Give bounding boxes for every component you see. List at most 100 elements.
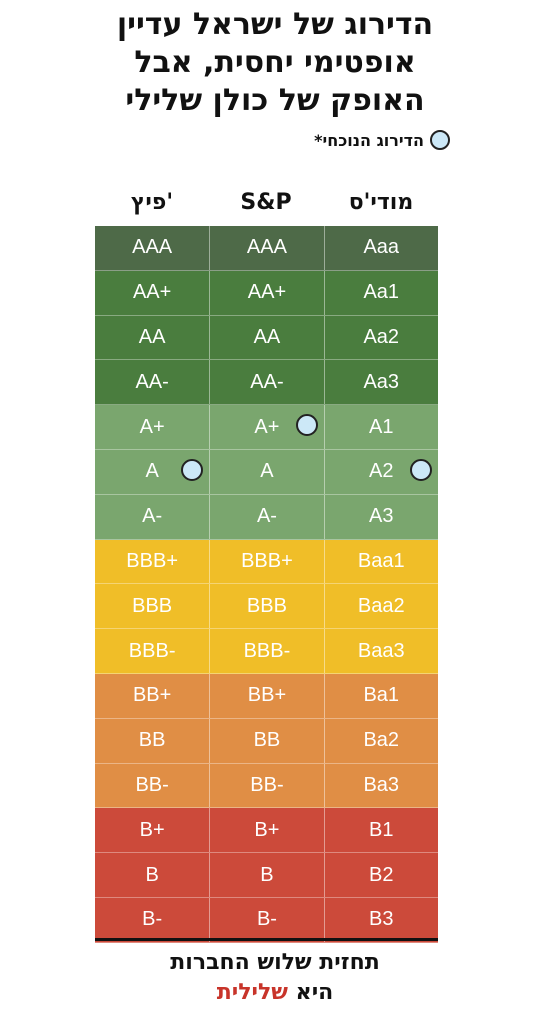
rating-label: Baa1: [357, 549, 405, 572]
rating-label: B: [145, 863, 159, 886]
rating-label: Aa2: [363, 325, 400, 348]
rating-cell-sp: BBB+: [209, 539, 323, 584]
footer-highlight: שלילית: [216, 980, 288, 1005]
rating-cell-fitch: BB+: [95, 674, 209, 718]
rating-cell-moodys: Baa1: [323, 539, 438, 584]
rating-label: AA: [138, 325, 166, 348]
rating-cell-moodys: Ba1: [323, 673, 438, 718]
rating-cell-sp: A+: [209, 405, 323, 449]
rating-cell-moodys: B1: [323, 808, 438, 853]
current-rating-marker-icon: [181, 458, 204, 481]
rating-label: Baa2: [357, 594, 405, 617]
rating-cell-fitch: BBB: [95, 584, 209, 628]
current-rating-marker-icon: [409, 458, 432, 481]
rating-cell-fitch: A+: [95, 405, 209, 449]
rating-row: AA- AA- Aa3: [95, 360, 438, 406]
rating-label: A+: [254, 415, 280, 438]
rating-cell-moodys: Ba2: [323, 718, 438, 763]
rating-label: BBB: [132, 594, 173, 617]
rating-cell-fitch: BB: [95, 719, 209, 763]
rating-label: A: [145, 460, 159, 483]
rating-cell-sp: BBB: [209, 584, 323, 629]
rating-label: AA+: [132, 281, 172, 304]
rating-label: BBB-: [243, 639, 291, 662]
rating-label: B-: [256, 908, 277, 931]
rating-label: Aa3: [363, 370, 400, 393]
rating-row: BBB- BBB- Baa3: [95, 629, 438, 674]
rating-row: B B B2: [95, 853, 438, 898]
column-header-sp: S&P: [240, 190, 292, 215]
rating-label: A: [260, 460, 274, 483]
current-rating-legend-icon: [430, 130, 450, 150]
rating-cell-moodys: A2: [323, 449, 438, 494]
footer-line-1: תחזית שלוש החברות: [170, 950, 380, 975]
rating-label: AA+: [247, 281, 287, 304]
rating-label: B-: [142, 908, 163, 931]
rating-label: B+: [254, 818, 280, 841]
rating-label: A-: [142, 505, 163, 528]
rating-row: BBB BBB Baa2: [95, 584, 438, 630]
rating-label: Ba2: [363, 729, 400, 752]
column-header-moodys: מודי'ס: [348, 190, 414, 215]
rating-label: Aa1: [363, 281, 400, 304]
column-header-fitch: פיץ': [130, 190, 174, 215]
rating-cell-sp: AAA: [209, 226, 323, 270]
rating-label: BBB+: [241, 549, 293, 572]
rating-label: B2: [369, 863, 394, 886]
rating-cell-fitch: BBB+: [95, 540, 209, 584]
rating-cell-fitch: A-: [95, 495, 209, 539]
chart-title: הדירוג של ישראל עדיין אופטימי יחסית, אבל…: [0, 6, 550, 120]
rating-cell-fitch: BB-: [95, 764, 209, 808]
rating-cell-moodys: Aaa: [323, 226, 438, 270]
rating-label: BBB+: [126, 549, 178, 572]
rating-cell-fitch: BBB-: [95, 629, 209, 673]
rating-label: BB: [138, 729, 166, 752]
rating-label: BB+: [132, 684, 172, 707]
rating-label: Ba3: [363, 773, 400, 796]
rating-label: BBB: [246, 594, 287, 617]
rating-row: B+ B+ B1: [95, 808, 438, 854]
rating-cell-sp: BB: [209, 718, 323, 763]
footer-note: תחזית שלוש החברות היא שלילית: [0, 948, 550, 1008]
rating-label: B: [260, 863, 274, 886]
rating-cell-sp: B+: [209, 808, 323, 853]
footer-line-2: היא שלילית: [0, 978, 550, 1008]
rating-label: AAA: [246, 236, 287, 259]
rating-label: BB+: [247, 684, 287, 707]
footer-prefix: היא: [295, 980, 334, 1005]
title-line-3: האופק של כולן שלילי: [125, 83, 425, 118]
rating-cell-moodys: Baa2: [323, 584, 438, 629]
rating-label: B3: [369, 908, 394, 931]
legend: הדירוג הנוכחי*: [314, 130, 450, 150]
rating-cell-sp: B: [209, 853, 323, 897]
rating-row: BBB+ BBB+ Baa1: [95, 539, 438, 585]
rating-cell-sp: A-: [209, 494, 323, 539]
rating-cell-sp: BB+: [209, 673, 323, 718]
rating-cell-sp: AA-: [209, 360, 323, 405]
rating-cell-moodys: Aa3: [323, 360, 438, 405]
rating-cell-sp: BB-: [209, 763, 323, 808]
rating-label: AA: [253, 325, 281, 348]
rating-label: AAA: [132, 236, 173, 259]
title-line-1: הדירוג של ישראל עדיין: [116, 7, 434, 42]
rating-row: AAA AAA Aaa: [95, 226, 438, 271]
rating-cell-fitch: B: [95, 853, 209, 897]
rating-label: AA-: [135, 370, 169, 393]
rating-cell-fitch: AA-: [95, 360, 209, 404]
rating-label: Baa3: [357, 639, 405, 662]
rating-cell-sp: AA+: [209, 270, 323, 315]
rating-row: AA+ AA+ Aa1: [95, 270, 438, 316]
rating-cell-moodys: Aa1: [323, 270, 438, 315]
rating-label: A3: [369, 505, 394, 528]
rating-cell-fitch: A: [95, 450, 209, 494]
rating-row: B- B- B3: [95, 897, 438, 943]
rating-label: BB-: [135, 773, 169, 796]
rating-label: Aaa: [363, 236, 400, 259]
rating-cell-fitch: B+: [95, 808, 209, 852]
rating-cell-moodys: Ba3: [323, 763, 438, 808]
rating-row: AA AA Aa2: [95, 315, 438, 361]
rating-cell-fitch: B-: [95, 898, 209, 942]
rating-cell-fitch: AAA: [95, 226, 209, 270]
rating-cell-sp: AA: [209, 315, 323, 360]
rating-label: BB-: [250, 773, 284, 796]
